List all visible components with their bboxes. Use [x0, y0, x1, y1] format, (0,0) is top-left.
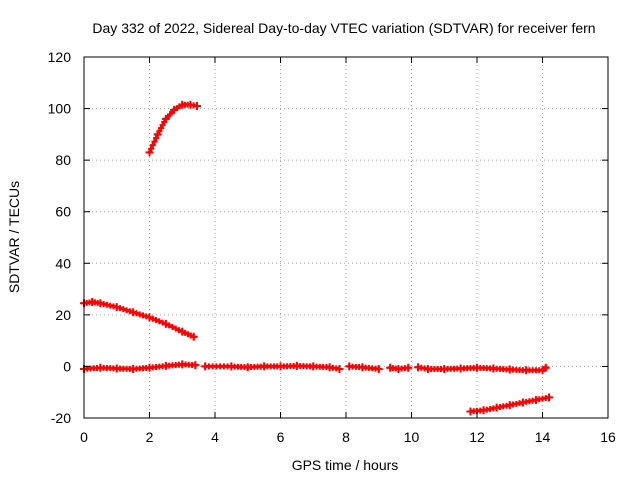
data-point [374, 365, 383, 374]
data-point [404, 363, 413, 372]
data-point [440, 365, 449, 374]
x-axis-title: GPS time / hours [292, 457, 399, 473]
data-point [96, 363, 105, 372]
data-point [112, 364, 121, 373]
data-point [129, 308, 138, 317]
data-point [170, 105, 179, 114]
data-point [161, 361, 170, 370]
data-point [192, 101, 201, 110]
data-point [386, 363, 395, 372]
tick-labels: 0 2 4 6 8 10 12 14 16 -20 0 20 40 60 80 100 120 [48, 49, 616, 445]
data-point [178, 360, 187, 369]
y-tick-label: 20 [55, 307, 71, 323]
x-tick-label: 2 [146, 429, 154, 445]
data-point [466, 407, 475, 416]
series-5 [345, 362, 383, 374]
data-point [518, 398, 527, 407]
data-point [394, 365, 403, 374]
series-2 [80, 297, 198, 341]
x-tick-label: 10 [404, 429, 420, 445]
data-point [145, 148, 154, 157]
data-point [479, 406, 488, 415]
axis-ticks [83, 56, 609, 419]
x-tick-label: 12 [469, 429, 485, 445]
data-point [227, 362, 236, 371]
y-tick-label: 60 [55, 204, 71, 220]
data-point [201, 362, 210, 371]
y-tick-label: 100 [48, 101, 72, 117]
data-point [505, 365, 514, 374]
x-tick-label: 16 [600, 429, 616, 445]
data-point [145, 363, 154, 372]
y-tick-label: 120 [48, 49, 72, 65]
data-point [260, 362, 269, 371]
x-tick-label: 8 [342, 429, 350, 445]
data-point [345, 362, 354, 371]
data-point [531, 395, 540, 404]
data-point [541, 363, 550, 372]
y-tick-label: -20 [51, 410, 71, 426]
data-point [96, 299, 105, 308]
data-point [243, 363, 252, 372]
data-point [178, 327, 187, 336]
data-point [189, 332, 198, 341]
data-point [161, 319, 170, 328]
data-point [276, 362, 285, 371]
y-tick-label: 0 [63, 358, 71, 374]
data-point [492, 403, 501, 412]
series-8 [466, 393, 554, 416]
data-point [325, 363, 334, 372]
data-point [522, 366, 531, 375]
data-point [186, 100, 195, 109]
series-6 [386, 363, 413, 374]
y-axis-title: SDTVAR / TECUs [6, 181, 22, 293]
data-point [88, 297, 97, 306]
data-series [80, 100, 554, 416]
data-point [129, 365, 138, 374]
data-point [292, 361, 301, 370]
series-3 [80, 360, 200, 374]
y-tick-label: 80 [55, 152, 71, 168]
data-point [145, 313, 154, 322]
data-point [153, 130, 162, 139]
data-point [414, 363, 423, 372]
x-tick-label: 14 [535, 429, 551, 445]
data-point [545, 393, 554, 402]
data-point [489, 364, 498, 373]
data-point [309, 362, 318, 371]
data-point [505, 401, 514, 410]
x-tick-label: 0 [80, 429, 88, 445]
data-point [191, 361, 200, 370]
data-point [335, 365, 344, 374]
grid [84, 57, 608, 418]
data-point [178, 100, 187, 109]
data-point [423, 365, 432, 374]
x-tick-label: 6 [277, 429, 285, 445]
y-tick-label: 40 [55, 255, 71, 271]
data-point [473, 363, 481, 372]
chart-title: Day 332 of 2022, Sidereal Day-to-day VTE… [92, 20, 595, 36]
data-point [456, 364, 465, 373]
series-7 [414, 363, 550, 375]
data-point [358, 363, 367, 372]
data-point [161, 114, 170, 123]
x-tick-label: 4 [211, 429, 219, 445]
data-point [112, 303, 121, 312]
series-4 [201, 361, 344, 374]
series-1 [145, 100, 201, 157]
